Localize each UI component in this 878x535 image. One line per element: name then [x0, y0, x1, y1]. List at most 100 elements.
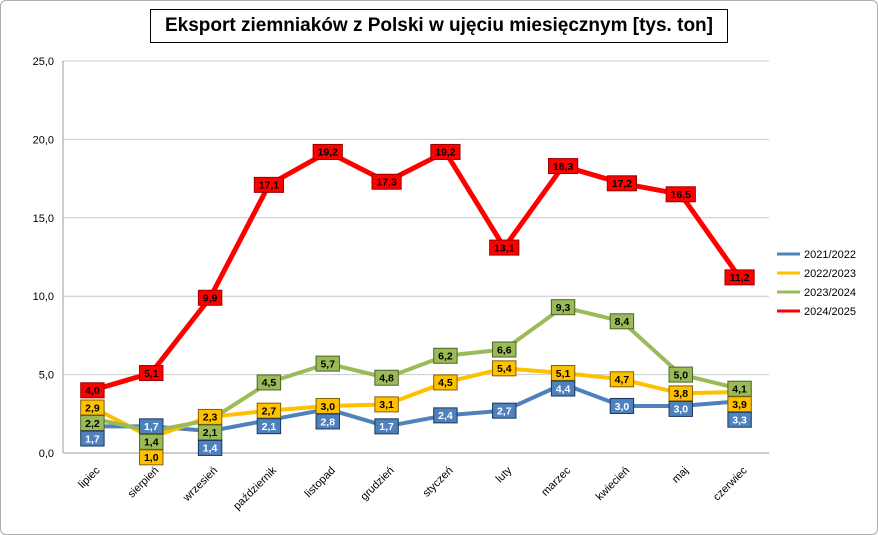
- data-label: 2,7: [256, 402, 282, 419]
- data-label: 17,3: [371, 173, 402, 190]
- svg-text:3,0: 3,0: [673, 404, 688, 416]
- svg-text:2023/2024: 2023/2024: [804, 287, 856, 299]
- x-tick-label: maj: [670, 465, 691, 486]
- data-label: 2,7: [492, 402, 517, 419]
- data-label: 3,0: [315, 397, 340, 414]
- data-label: 4,8: [374, 369, 399, 386]
- x-tick-label: lipiec: [76, 464, 103, 491]
- data-label: 11,2: [724, 269, 755, 286]
- data-label: 6,2: [433, 347, 458, 364]
- data-label: 6,6: [492, 341, 517, 358]
- svg-text:4,8: 4,8: [379, 373, 394, 385]
- legend-item-2021/2022: 2021/2022: [777, 249, 856, 261]
- svg-text:2021/2022: 2021/2022: [804, 249, 856, 261]
- svg-text:1,0: 1,0: [144, 452, 159, 464]
- svg-text:3,8: 3,8: [673, 388, 688, 400]
- data-label: 3,8: [668, 385, 693, 402]
- svg-text:16,5: 16,5: [671, 189, 692, 201]
- svg-text:6,2: 6,2: [438, 351, 453, 363]
- svg-text:1,4: 1,4: [144, 437, 159, 449]
- svg-text:2,3: 2,3: [203, 412, 218, 424]
- data-label: 17,2: [606, 175, 638, 192]
- data-label: 4,5: [256, 374, 282, 391]
- data-label: 4,5: [433, 374, 458, 391]
- data-label: 3,0: [609, 397, 635, 414]
- x-tick-label: listopad: [303, 465, 338, 500]
- svg-text:1,7: 1,7: [379, 421, 394, 433]
- y-tick-label: 20,0: [33, 134, 54, 146]
- data-label: 2,9: [80, 399, 105, 416]
- data-label: 1,7: [374, 418, 399, 435]
- svg-text:5,7: 5,7: [320, 358, 335, 370]
- svg-text:1,4: 1,4: [203, 443, 218, 455]
- data-label: 19,2: [430, 143, 461, 160]
- data-label: 1,7: [139, 418, 164, 435]
- data-label: 2,8: [315, 413, 340, 430]
- data-label: 1,4: [139, 433, 164, 450]
- data-label: 3,0: [668, 400, 693, 417]
- svg-text:5,1: 5,1: [556, 368, 571, 380]
- data-label: 2,1: [256, 418, 282, 435]
- data-label: 4,7: [609, 371, 635, 388]
- svg-text:4,5: 4,5: [262, 377, 277, 389]
- x-tick-label: październik: [231, 464, 279, 512]
- svg-text:4,7: 4,7: [615, 374, 630, 386]
- svg-text:17,2: 17,2: [612, 178, 633, 190]
- data-label: 5,0: [668, 366, 693, 383]
- svg-text:4,0: 4,0: [85, 385, 100, 397]
- svg-text:2,7: 2,7: [497, 405, 512, 417]
- data-label: 1,4: [197, 439, 223, 456]
- svg-text:2,7: 2,7: [262, 405, 277, 417]
- svg-text:4,5: 4,5: [438, 377, 453, 389]
- x-tick-label: czerwiec: [711, 464, 750, 503]
- data-label: 9,3: [550, 299, 576, 316]
- svg-text:19,2: 19,2: [435, 147, 456, 159]
- x-tick-label: marzec: [539, 464, 573, 498]
- svg-text:2,8: 2,8: [320, 416, 335, 428]
- svg-text:3,1: 3,1: [379, 399, 394, 411]
- svg-text:3,9: 3,9: [732, 399, 747, 411]
- x-tick-label: sierpień: [126, 465, 162, 501]
- data-label: 13,1: [489, 239, 520, 256]
- data-label: 2,3: [197, 408, 223, 425]
- y-tick-label: 5,0: [39, 370, 54, 382]
- svg-text:17,1: 17,1: [259, 180, 280, 192]
- svg-text:5,0: 5,0: [673, 369, 688, 381]
- svg-text:2,1: 2,1: [203, 427, 218, 439]
- data-label: 5,4: [492, 360, 517, 377]
- svg-text:3,0: 3,0: [615, 401, 630, 413]
- svg-text:4,4: 4,4: [556, 383, 571, 395]
- svg-text:1,7: 1,7: [85, 433, 100, 445]
- x-tick-label: luty: [494, 464, 515, 485]
- data-label: 17,1: [253, 176, 285, 193]
- svg-text:3,3: 3,3: [732, 415, 747, 427]
- svg-text:13,1: 13,1: [494, 242, 515, 254]
- data-label: 1,0: [139, 449, 164, 466]
- data-label: 2,1: [197, 424, 223, 441]
- legend-item-2024/2025: 2024/2025: [777, 306, 856, 318]
- svg-text:11,2: 11,2: [730, 272, 750, 284]
- y-tick-label: 10,0: [33, 291, 54, 303]
- svg-text:2,9: 2,9: [85, 402, 100, 414]
- svg-text:2,2: 2,2: [85, 418, 100, 430]
- y-tick-label: 25,0: [33, 56, 54, 68]
- data-label: 1,7: [80, 430, 105, 447]
- data-label: 18,3: [547, 158, 579, 175]
- svg-text:18,3: 18,3: [553, 161, 574, 173]
- y-tick-label: 0,0: [39, 448, 54, 460]
- data-label: 3,9: [727, 396, 752, 413]
- x-tick-label: styczeń: [421, 465, 456, 500]
- chart-title: Eksport ziemniaków z Polski w ujęciu mie…: [150, 9, 728, 43]
- data-label: 4,4: [550, 380, 576, 397]
- svg-text:6,6: 6,6: [497, 344, 512, 356]
- data-label: 5,1: [550, 365, 576, 382]
- data-label: 2,4: [433, 407, 458, 424]
- data-label: 5,7: [315, 355, 340, 372]
- svg-text:9,9: 9,9: [203, 293, 218, 305]
- svg-text:8,4: 8,4: [615, 316, 630, 328]
- x-tick-label: wrzesień: [180, 465, 220, 505]
- series-line-2024/2025: [89, 149, 743, 393]
- x-tick-label: grudzień: [358, 465, 396, 503]
